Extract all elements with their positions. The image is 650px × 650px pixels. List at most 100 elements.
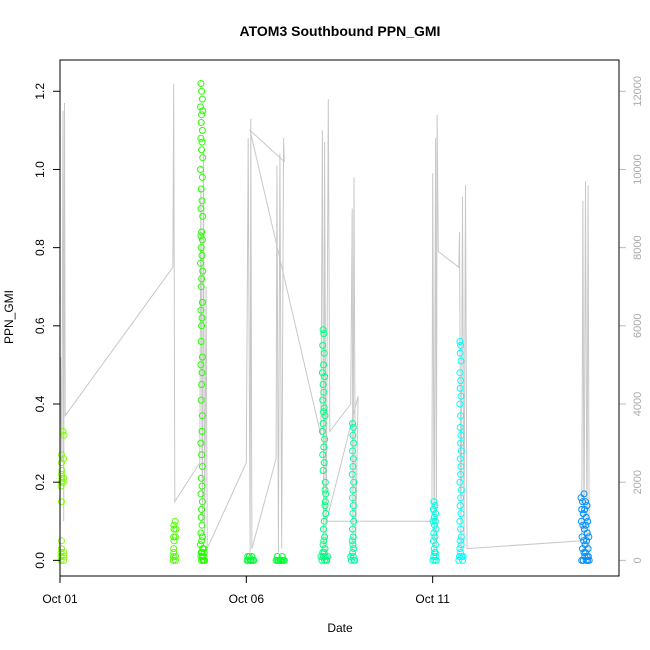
data-point: [319, 341, 327, 349]
data-point: [197, 232, 205, 240]
data-point: [198, 173, 206, 181]
data-point: [430, 529, 438, 537]
data-point: [350, 439, 358, 447]
data-point: [320, 459, 328, 467]
data-point: [456, 517, 464, 525]
data-point: [58, 470, 65, 478]
data-point: [322, 490, 330, 498]
data-point: [431, 549, 438, 556]
data-point: [278, 553, 286, 560]
data-point: [198, 533, 206, 541]
data-point: [199, 212, 207, 220]
y2-tick-label: 2000: [632, 470, 644, 494]
data-point: [349, 494, 356, 502]
data-point: [457, 357, 465, 365]
x-tick-label: Oct 01: [42, 592, 78, 606]
data-point: [169, 553, 177, 560]
data-point: [456, 338, 464, 345]
data-point: [198, 95, 206, 103]
data-point: [197, 396, 205, 404]
data-point: [577, 517, 585, 525]
data-point: [198, 275, 206, 283]
data-point: [198, 369, 206, 377]
data-point: [198, 228, 206, 236]
data-point: [201, 556, 209, 564]
series-8-points: [577, 490, 593, 564]
data-point: [349, 424, 357, 431]
data-point: [198, 138, 206, 146]
y2-tick-label: 12000: [632, 76, 644, 107]
y-tick-label: 0.6: [33, 317, 47, 334]
data-point: [456, 424, 464, 431]
data-point: [457, 439, 465, 447]
data-point: [198, 381, 206, 388]
data-point: [350, 478, 358, 486]
data-point: [320, 404, 328, 412]
data-point: [200, 549, 208, 556]
data-point: [320, 443, 328, 451]
data-point: [457, 533, 465, 541]
y-tick-label: 1.0: [33, 161, 47, 178]
data-point: [172, 553, 179, 560]
data-point: [430, 545, 438, 553]
data-point: [457, 541, 465, 549]
data-point: [321, 498, 329, 506]
data-point: [582, 498, 589, 506]
data-point: [320, 361, 327, 369]
data-point: [320, 388, 328, 396]
data-point: [457, 486, 465, 494]
data-point: [456, 502, 464, 510]
data-point: [580, 490, 588, 498]
data-point: [198, 521, 206, 529]
y2-tick-label: 4000: [632, 392, 644, 416]
data-point: [280, 556, 288, 564]
data-point: [60, 553, 68, 560]
data-point: [57, 482, 65, 490]
data-point: [60, 455, 68, 463]
data-point: [349, 486, 357, 494]
data-point: [456, 537, 464, 545]
data-point: [432, 556, 440, 564]
data-point: [347, 553, 355, 560]
data-point: [456, 478, 464, 486]
data-point: [349, 502, 357, 510]
plot-frame: [59, 59, 620, 577]
series-5-points: [347, 420, 359, 564]
data-point: [349, 455, 357, 463]
data-point: [457, 431, 465, 439]
data-point: [58, 537, 65, 545]
data-point: [197, 306, 205, 314]
data-point: [198, 236, 206, 244]
data-point: [198, 549, 206, 556]
data-point: [431, 517, 439, 525]
data-point: [250, 556, 258, 564]
data-point: [320, 408, 327, 416]
data-point: [321, 533, 329, 541]
data-point: [170, 525, 178, 533]
data-point: [198, 506, 206, 513]
data-point: [197, 205, 205, 212]
data-point: [429, 517, 437, 525]
data-point: [197, 166, 204, 173]
data-point: [60, 431, 68, 439]
data-point: [198, 537, 206, 545]
data-point: [320, 330, 328, 338]
data-point: [170, 549, 178, 556]
data-point: [348, 537, 356, 545]
data-point: [248, 553, 256, 560]
data-point: [459, 556, 466, 564]
data-point: [198, 482, 206, 490]
data-point: [319, 381, 327, 388]
data-point: [349, 510, 357, 517]
data-point: [457, 392, 465, 400]
data-point: [456, 545, 464, 553]
data-point: [432, 541, 440, 549]
series-2-points: [197, 80, 209, 564]
data-point: [457, 525, 465, 533]
data-point: [197, 244, 205, 252]
data-point: [171, 517, 179, 525]
data-point: [197, 185, 205, 193]
data-point: [199, 154, 207, 162]
y2-tick-label: 10000: [632, 154, 644, 185]
